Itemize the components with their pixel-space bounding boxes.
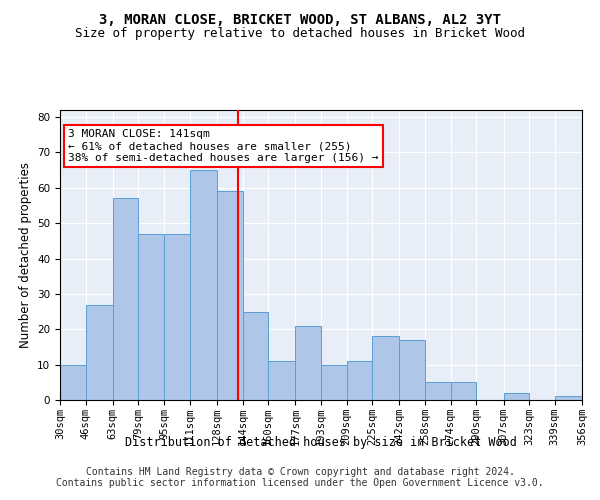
Bar [217,192,242,400]
Text: Contains HM Land Registry data © Crown copyright and database right 2024.
Contai: Contains HM Land Registry data © Crown c… [56,466,544,488]
Bar [503,393,529,400]
Bar [164,234,190,400]
Text: 3, MORAN CLOSE, BRICKET WOOD, ST ALBANS, AL2 3YT: 3, MORAN CLOSE, BRICKET WOOD, ST ALBANS,… [99,12,501,26]
Bar [555,396,582,400]
Bar [425,382,451,400]
Bar [86,304,113,400]
Bar [60,364,86,400]
Bar [451,382,476,400]
Bar [139,234,164,400]
Y-axis label: Number of detached properties: Number of detached properties [19,162,32,348]
Bar [268,361,295,400]
Bar [295,326,321,400]
Bar [321,364,347,400]
Bar [372,336,400,400]
Bar [347,361,372,400]
Bar [190,170,217,400]
Bar [113,198,139,400]
Bar [400,340,425,400]
Text: Size of property relative to detached houses in Bricket Wood: Size of property relative to detached ho… [75,28,525,40]
Bar [242,312,268,400]
Text: Distribution of detached houses by size in Bricket Wood: Distribution of detached houses by size … [125,436,517,449]
Text: 3 MORAN CLOSE: 141sqm
← 61% of detached houses are smaller (255)
38% of semi-det: 3 MORAN CLOSE: 141sqm ← 61% of detached … [68,130,379,162]
